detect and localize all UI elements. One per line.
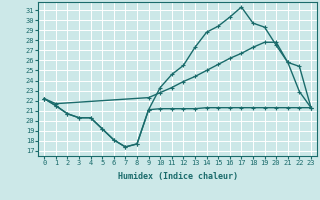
- X-axis label: Humidex (Indice chaleur): Humidex (Indice chaleur): [118, 172, 238, 181]
